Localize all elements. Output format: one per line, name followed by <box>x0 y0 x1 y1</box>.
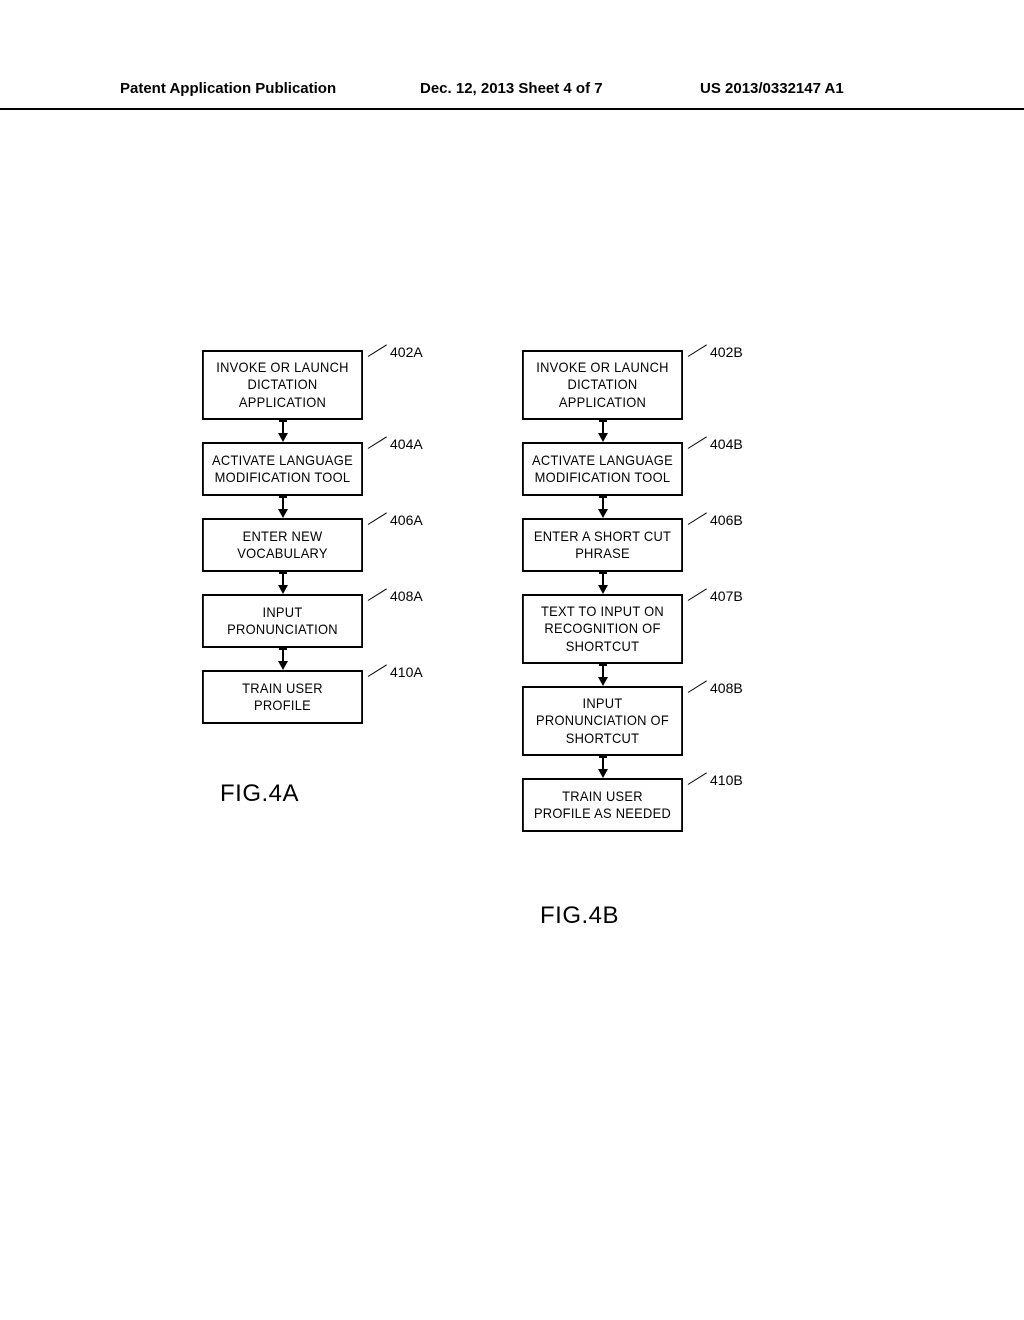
flow-node-402b: INVOKE OR LAUNCHDICTATIONAPPLICATION <box>522 350 683 420</box>
ref-leader <box>368 664 387 677</box>
flow-node-line: SHORTCUT <box>566 730 640 748</box>
ref-label-402a: 402A <box>390 344 423 360</box>
flow-node-404a: ACTIVATE LANGUAGEMODIFICATION TOOL <box>202 442 363 496</box>
ref-leader <box>688 512 707 525</box>
flow-node-line: RECOGNITION OF <box>544 620 660 638</box>
flow-node-line: MODIFICATION TOOL <box>215 469 351 487</box>
ref-leader <box>368 436 387 449</box>
flow-node-line: PRONUNCIATION <box>227 621 338 639</box>
ref-label-402b: 402B <box>710 344 743 360</box>
flow-node-line: ACTIVATE LANGUAGE <box>212 452 353 470</box>
flow-node-line: INPUT <box>582 695 622 713</box>
flow-node-line: MODIFICATION TOOL <box>535 469 671 487</box>
ref-label-404b: 404B <box>710 436 743 452</box>
flow-node-line: INPUT <box>262 604 302 622</box>
header-left: Patent Application Publication <box>120 80 336 97</box>
arrow-head-icon <box>598 433 608 442</box>
page-header: Patent Application Publication Dec. 12, … <box>0 80 1024 110</box>
ref-label-410a: 410A <box>390 664 423 680</box>
ref-label-406a: 406A <box>390 512 423 528</box>
flow-node-408a: INPUTPRONUNCIATION <box>202 594 363 648</box>
ref-leader <box>688 680 707 693</box>
flow-node-line: INVOKE OR LAUNCH <box>216 359 349 377</box>
flow-node-line: DICTATION <box>247 376 317 394</box>
arrow-head-icon <box>278 585 288 594</box>
flow-node-402a: INVOKE OR LAUNCHDICTATIONAPPLICATION <box>202 350 363 420</box>
flow-node-line: VOCABULARY <box>237 545 328 563</box>
flow-node-line: ENTER NEW <box>243 528 323 546</box>
ref-leader <box>368 344 387 357</box>
header-center: Dec. 12, 2013 Sheet 4 of 7 <box>420 80 603 97</box>
flow-node-line: DICTATION <box>567 376 637 394</box>
ref-label-410b: 410B <box>710 772 743 788</box>
ref-leader <box>688 772 707 785</box>
flow-node-line: ENTER A SHORT CUT <box>534 528 671 546</box>
flow-node-line: ACTIVATE LANGUAGE <box>532 452 673 470</box>
flow-node-406a: ENTER NEWVOCABULARY <box>202 518 363 572</box>
arrow-head-icon <box>598 769 608 778</box>
flow-node-line: INVOKE OR LAUNCH <box>536 359 669 377</box>
arrow-head-icon <box>598 585 608 594</box>
arrow-head-icon <box>278 509 288 518</box>
flow-node-line: TEXT TO INPUT ON <box>541 603 664 621</box>
ref-leader <box>688 436 707 449</box>
ref-label-408b: 408B <box>710 680 743 696</box>
flow-node-407b: TEXT TO INPUT ONRECOGNITION OFSHORTCUT <box>522 594 683 664</box>
ref-label-406b: 406B <box>710 512 743 528</box>
flow-node-406b: ENTER A SHORT CUTPHRASE <box>522 518 683 572</box>
arrow-head-icon <box>598 677 608 686</box>
ref-leader <box>688 588 707 601</box>
flow-node-line: PROFILE AS NEEDED <box>534 805 671 823</box>
ref-label-407b: 407B <box>710 588 743 604</box>
ref-leader <box>368 512 387 525</box>
ref-leader <box>368 588 387 601</box>
flow-node-line: PRONUNCIATION OF <box>536 712 669 730</box>
arrow-head-icon <box>278 661 288 670</box>
figure-caption-b: FIG.4B <box>540 902 619 930</box>
flow-node-410b: TRAIN USERPROFILE AS NEEDED <box>522 778 683 832</box>
flow-node-line: APPLICATION <box>559 394 646 412</box>
ref-label-404a: 404A <box>390 436 423 452</box>
flow-node-line: TRAIN USER <box>562 788 643 806</box>
flow-node-408b: INPUTPRONUNCIATION OFSHORTCUT <box>522 686 683 756</box>
flow-node-line: APPLICATION <box>239 394 326 412</box>
flow-node-line: SHORTCUT <box>566 638 640 656</box>
flow-node-410a: TRAIN USERPROFILE <box>202 670 363 724</box>
arrow-head-icon <box>598 509 608 518</box>
header-right: US 2013/0332147 A1 <box>700 80 844 97</box>
ref-leader <box>688 344 707 357</box>
flow-node-line: PHRASE <box>575 545 630 563</box>
flow-node-line: TRAIN USER <box>242 680 323 698</box>
flow-node-404b: ACTIVATE LANGUAGEMODIFICATION TOOL <box>522 442 683 496</box>
arrow-head-icon <box>278 433 288 442</box>
ref-label-408a: 408A <box>390 588 423 604</box>
figure-caption-a: FIG.4A <box>220 780 299 808</box>
flow-node-line: PROFILE <box>254 697 311 715</box>
